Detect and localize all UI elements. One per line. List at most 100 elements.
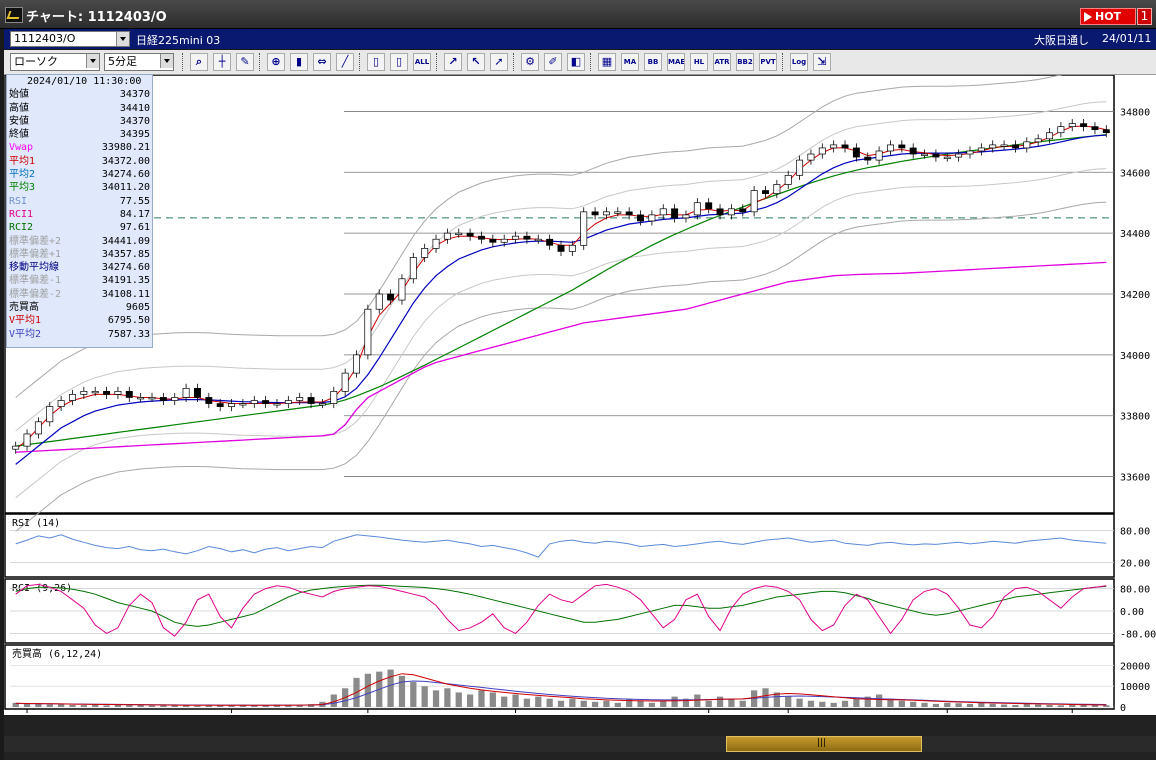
candle-body (648, 214, 656, 222)
volume-tick-label: 0 (1120, 703, 1126, 714)
arrow-button[interactable]: ➚ (490, 53, 508, 71)
candle-body (125, 391, 133, 398)
data-value: 34108.11 (101, 288, 150, 300)
rsi-tick-label: 20.00 (1120, 558, 1150, 569)
all-label: ALL (414, 58, 430, 66)
candle-edit-button[interactable]: ✎ (236, 53, 254, 71)
volume-bar (978, 702, 985, 707)
candle-body (1023, 141, 1031, 149)
vwap-line (15, 261, 1107, 453)
hot-button[interactable]: HOT (1080, 8, 1136, 25)
pen-icon: ✐ (548, 55, 558, 68)
candle-body (364, 308, 372, 356)
log-label: Log (791, 58, 807, 66)
volume-bar (557, 700, 565, 707)
window-title: チャート: 1112403/O (26, 10, 167, 25)
chevron-down-icon[interactable] (116, 32, 129, 46)
data-label: 平均1 (9, 155, 36, 167)
candle-body (762, 190, 769, 194)
candle-body (852, 147, 860, 158)
interval-select[interactable]: 5分足 (104, 53, 174, 71)
bb-button[interactable]: BB (644, 53, 662, 71)
volume-bar (148, 705, 156, 707)
candle-body (239, 403, 247, 406)
bar-icon: ▮ (295, 55, 303, 68)
data-label: 標準偏差+2 (9, 235, 62, 247)
candle-button[interactable]: ▯ (367, 53, 385, 71)
volume-bar (535, 696, 542, 707)
color-button[interactable]: ◧ (567, 53, 585, 71)
volume-bar (1035, 704, 1042, 707)
search-button[interactable]: ⌕ (190, 53, 208, 71)
data-row: 標準偏差+1 34357.85 (7, 248, 152, 261)
volume-bar (421, 686, 428, 707)
volume-bar (898, 700, 905, 707)
volume-bar (716, 696, 724, 707)
toolbar-separator (590, 53, 593, 71)
volume-bar (785, 696, 792, 707)
data-value: 6795.50 (107, 315, 150, 327)
volume-bar (796, 698, 803, 707)
hot-number-badge[interactable]: 1 (1137, 8, 1152, 25)
data-label: RCI2 (9, 222, 34, 234)
volume-bar (569, 698, 576, 707)
bar-button[interactable]: ▮ (290, 53, 308, 71)
candle-body (534, 238, 542, 242)
title-bar: チャート: 1112403/O HOT 1 (0, 0, 1156, 29)
indicator-grid-button[interactable]: ▦ (598, 53, 616, 71)
code-select[interactable]: 1112403/O (10, 31, 130, 47)
zoom-button[interactable]: ⊕ (267, 53, 285, 71)
trend-button[interactable]: ↗ (444, 53, 462, 71)
candle-body (443, 232, 451, 240)
candle-body (841, 144, 849, 149)
candle-body (387, 293, 395, 301)
data-row: 移動平均線 34274.60 (7, 261, 152, 274)
candle-body (807, 153, 815, 161)
candle-body (637, 214, 645, 222)
chart-type-select[interactable]: ローソク (10, 53, 100, 71)
pen-button[interactable]: ✐ (544, 53, 562, 71)
candle-body (80, 391, 88, 395)
volume-bar (80, 705, 87, 707)
data-label: 標準偏差-1 (9, 275, 62, 287)
data-label: 終値 (9, 129, 29, 141)
pvt-button[interactable]: PVT (759, 53, 777, 71)
atr-button[interactable]: ATR (713, 53, 731, 71)
settings-button[interactable]: ⚙ (521, 53, 539, 71)
line-button[interactable]: ╱ (336, 53, 354, 71)
volume-bar (807, 700, 815, 707)
export-button[interactable]: ⇲ (813, 53, 831, 71)
candle-body (898, 144, 906, 149)
chevron-down-icon[interactable] (160, 54, 173, 68)
hl-button[interactable]: HL (690, 53, 708, 71)
chart-area[interactable]: 33600 33800 34000 34200 34400 34600 34800 RSI (… (4, 75, 1156, 715)
candle-body (57, 400, 65, 407)
candle-body (875, 150, 883, 161)
ma-button[interactable]: MA (621, 53, 639, 71)
candle-body (909, 147, 917, 155)
data-label: 平均2 (9, 169, 36, 181)
candle-body (614, 211, 622, 214)
bb2-button[interactable]: BB2 (736, 53, 754, 71)
chart-canvas[interactable]: 33600 33800 34000 34200 34400 34600 34800 RSI (… (4, 75, 1156, 715)
candle-body (137, 397, 145, 400)
range-button[interactable]: ⇔ (313, 53, 331, 71)
date-label: 24/01/11 (1102, 32, 1152, 45)
mae-button[interactable]: MAE (667, 53, 685, 71)
cursor-button[interactable]: ↖ (467, 53, 485, 71)
candle2-button[interactable]: ▯ (390, 53, 408, 71)
volume-bar (626, 698, 633, 707)
candle-body (943, 156, 951, 159)
scrollbar-track[interactable] (4, 736, 1156, 752)
all-button[interactable]: ALL (413, 53, 431, 71)
data-value: 34370 (119, 89, 150, 101)
chevron-down-icon[interactable] (86, 54, 99, 68)
crosshair-button[interactable]: ┼ (213, 53, 231, 71)
volume-bar (432, 690, 440, 707)
volume-bar (501, 696, 508, 707)
data-datetime-row: 2024/01/10 11:30:00 (7, 75, 152, 88)
candle-body (114, 391, 122, 395)
log-button[interactable]: Log (790, 53, 808, 71)
scrollbar-thumb[interactable]: ||| (726, 736, 922, 752)
bollinger-upper1-line (15, 101, 1107, 432)
